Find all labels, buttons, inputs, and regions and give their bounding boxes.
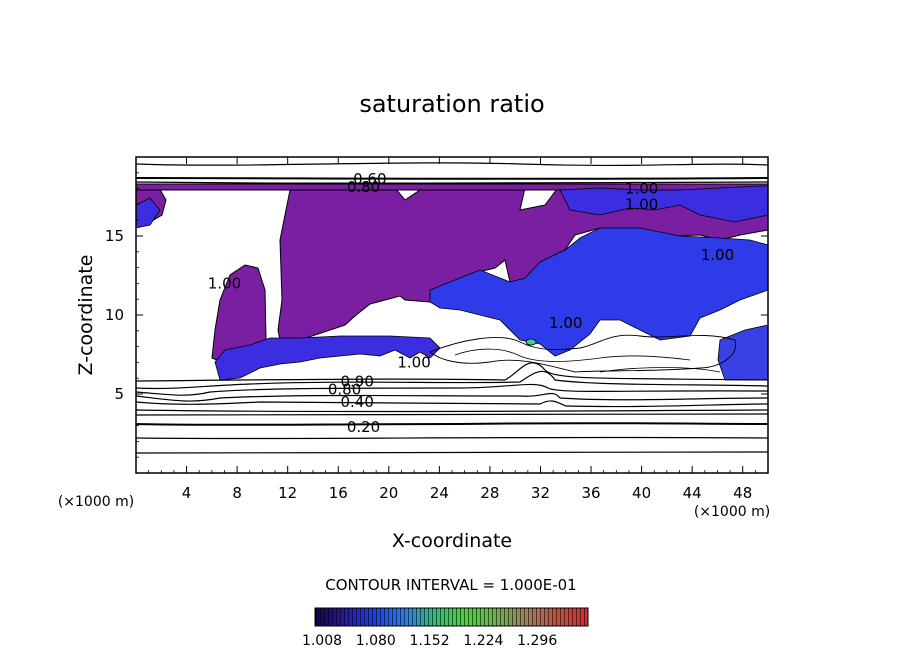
contour-label: 1.00 (549, 314, 582, 332)
contour-label: 1.00 (625, 195, 658, 213)
x-tick-label: 12 (278, 484, 297, 502)
contour-upper-thick (136, 177, 768, 180)
colorbar-tick-label: 1.080 (356, 633, 396, 649)
contour-label: 0.60 (353, 170, 386, 188)
y-tick-label: 15 (105, 227, 124, 245)
cloud-region-top-band (136, 183, 768, 191)
blue-region-mid (429, 227, 768, 357)
x-unit-right: (×1000 m) (694, 504, 770, 520)
x-tick-label: 4 (182, 484, 192, 502)
x-tick-label: 28 (480, 484, 499, 502)
contour-labels: 0.200.400.800.900.600.80 1.001.001.001.00… (208, 170, 734, 436)
colorbar-stripes (315, 608, 588, 626)
contour-label: 0.90 (340, 372, 373, 390)
contour-label: 1.00 (701, 246, 734, 264)
colorbar: 1.008 1.080 1.152 1.224 1.296 (302, 607, 589, 649)
x-tick-label: 44 (683, 484, 702, 502)
contour-label: 0.40 (340, 393, 373, 411)
contour-label: 0.80 (328, 380, 361, 398)
contour-label: 1.00 (397, 353, 430, 371)
x-tick-label: 24 (430, 484, 449, 502)
colorbar-tick-label: 1.296 (517, 633, 557, 649)
contour-020 (136, 422, 768, 426)
colorbar-ticks: 1.008 1.080 1.152 1.224 1.296 (302, 633, 557, 649)
contour-label: 1.00 (208, 274, 241, 292)
y-axis-title: Z-coordinate (75, 255, 97, 376)
x-unit-left: (×1000 m) (58, 494, 134, 510)
colorbar-frame (314, 607, 589, 627)
x-axis-title: X-coordinate (392, 530, 512, 552)
x-tick-label: 20 (379, 484, 398, 502)
y-axis: 5 10 15 (105, 172, 768, 458)
x-tick-label: 40 (632, 484, 651, 502)
green-spot (525, 338, 537, 346)
x-axis: 4 8 12 16 20 24 28 32 36 40 44 48 (148, 157, 756, 502)
colorbar-tick-label: 1.152 (410, 633, 450, 649)
blue-region-left-edge (136, 197, 161, 229)
y-tick-label: 10 (105, 306, 124, 324)
x-tick-label: 32 (531, 484, 550, 502)
plot-area: 0.200.400.800.900.600.80 1.001.001.001.00… (136, 157, 768, 473)
x-tick-label: 36 (581, 484, 600, 502)
contour-label: 0.80 (347, 178, 380, 196)
y-tick-label: 5 (114, 385, 124, 403)
x-tick-label: 48 (733, 484, 752, 502)
blue-region-right-upper (559, 185, 768, 223)
x-tick-label: 8 (232, 484, 242, 502)
contour-interval-label: CONTOUR INTERVAL = 1.000E-01 (325, 576, 576, 594)
contour-label: 0.20 (347, 418, 380, 436)
colorbar-tick-label: 1.224 (463, 633, 503, 649)
x-tick-label: 16 (329, 484, 348, 502)
contour-lines (136, 162, 768, 454)
blue-region-lower-left (214, 335, 441, 381)
blue-fill (136, 185, 768, 381)
colorbar-tick-label: 1.008 (302, 633, 342, 649)
chart-title: saturation ratio (359, 90, 544, 118)
contour-label: 1.00 (625, 180, 658, 198)
